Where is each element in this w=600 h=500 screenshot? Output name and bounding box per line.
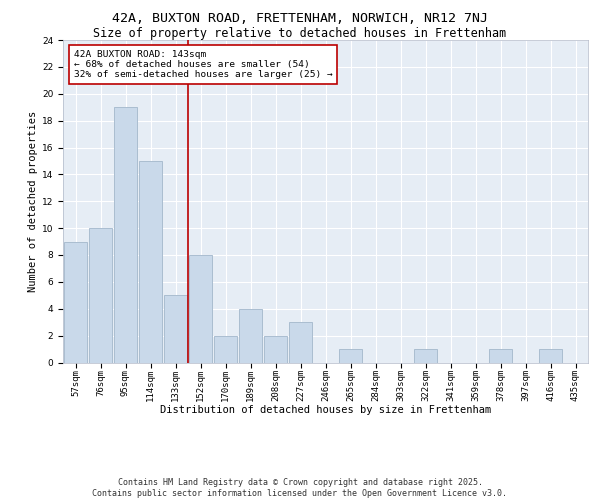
Bar bbox=[64, 242, 87, 362]
Bar bbox=[214, 336, 237, 362]
Bar bbox=[114, 107, 137, 362]
Bar bbox=[289, 322, 312, 362]
Bar bbox=[239, 308, 262, 362]
Bar bbox=[164, 296, 187, 362]
X-axis label: Distribution of detached houses by size in Frettenham: Distribution of detached houses by size … bbox=[160, 405, 491, 415]
Bar bbox=[414, 349, 437, 362]
Bar bbox=[264, 336, 287, 362]
Bar bbox=[139, 161, 162, 362]
Text: 42A BUXTON ROAD: 143sqm
← 68% of detached houses are smaller (54)
32% of semi-de: 42A BUXTON ROAD: 143sqm ← 68% of detache… bbox=[74, 50, 332, 80]
Bar bbox=[489, 349, 512, 362]
Bar bbox=[339, 349, 362, 362]
Bar bbox=[189, 255, 212, 362]
Bar bbox=[89, 228, 112, 362]
Text: Size of property relative to detached houses in Frettenham: Size of property relative to detached ho… bbox=[94, 28, 506, 40]
Text: Contains HM Land Registry data © Crown copyright and database right 2025.
Contai: Contains HM Land Registry data © Crown c… bbox=[92, 478, 508, 498]
Y-axis label: Number of detached properties: Number of detached properties bbox=[28, 110, 38, 292]
Text: 42A, BUXTON ROAD, FRETTENHAM, NORWICH, NR12 7NJ: 42A, BUXTON ROAD, FRETTENHAM, NORWICH, N… bbox=[112, 12, 488, 26]
Bar bbox=[539, 349, 562, 362]
